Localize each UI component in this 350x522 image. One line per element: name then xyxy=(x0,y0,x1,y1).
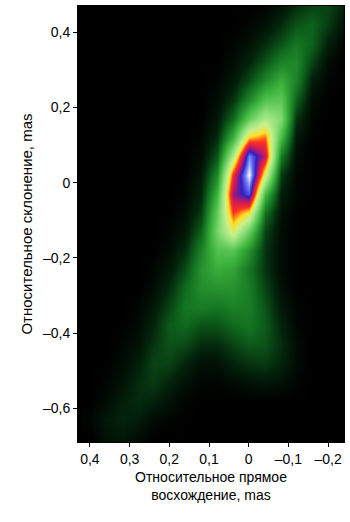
svg-text:0,3: 0,3 xyxy=(120,451,140,467)
svg-text:–0,2: –0,2 xyxy=(43,250,70,266)
svg-text:–0,6: –0,6 xyxy=(43,400,70,416)
svg-text:–0,2: –0,2 xyxy=(314,451,341,467)
svg-text:Относительное склонение, mas: Относительное склонение, mas xyxy=(18,113,35,334)
svg-text:0,2: 0,2 xyxy=(51,99,71,115)
svg-text:0,2: 0,2 xyxy=(160,451,180,467)
svg-text:–0,1: –0,1 xyxy=(275,451,302,467)
svg-text:0,4: 0,4 xyxy=(51,24,71,40)
svg-text:0: 0 xyxy=(62,175,70,191)
svg-text:Относительное прямоевосхождени: Относительное прямоевосхождение, mas xyxy=(135,469,287,503)
svg-text:–0,4: –0,4 xyxy=(43,325,70,341)
svg-text:0,1: 0,1 xyxy=(199,451,219,467)
svg-text:0,4: 0,4 xyxy=(80,451,100,467)
svg-text:0: 0 xyxy=(245,451,253,467)
